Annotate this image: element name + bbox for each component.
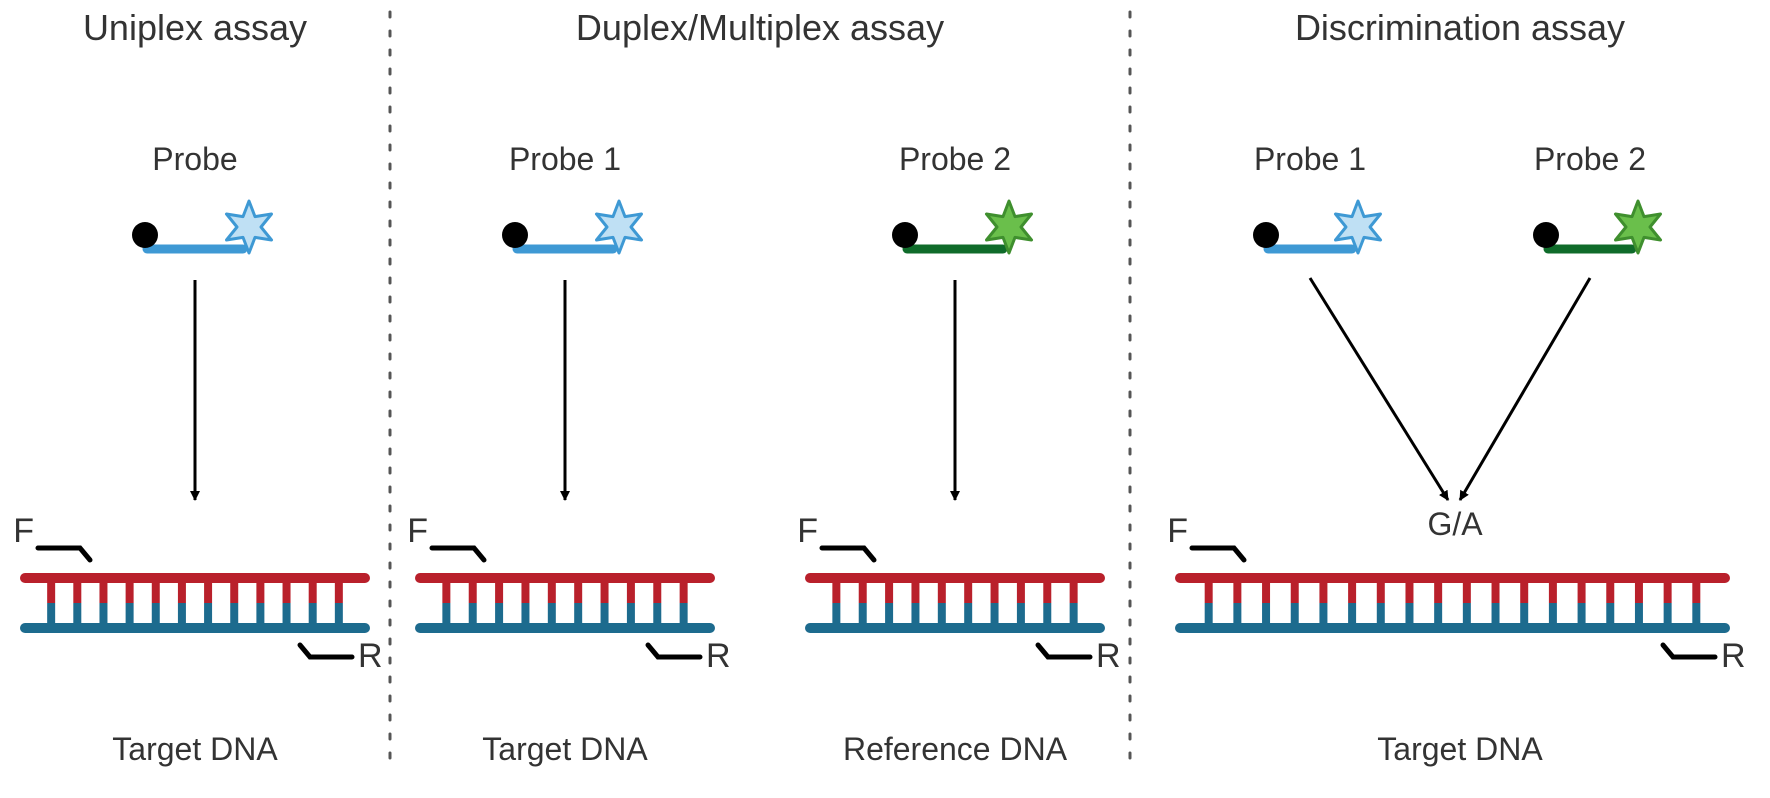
discrimination-primer-r: R	[1663, 637, 1746, 675]
duplex-probe1	[502, 201, 642, 253]
primer-label: F	[1167, 512, 1188, 550]
uniplex-primer-f: F	[13, 512, 90, 560]
duplex-probe1-label: Probe 1	[509, 141, 621, 177]
duplex-primer-f1: F	[407, 512, 484, 560]
primer-label: F	[407, 512, 428, 550]
uniplex-caption: Target DNA	[112, 731, 278, 767]
duplex-primer-f2: F	[797, 512, 874, 560]
diagram-stage: Uniplex assay Probe F R Target DNA Duplex/Mul…	[0, 0, 1770, 798]
discrimination-probe1	[1253, 201, 1381, 253]
discrimination-probe1-label: Probe 1	[1254, 141, 1366, 177]
uniplex-probe-label: Probe	[152, 141, 237, 177]
discrimination-arrow1	[1310, 278, 1448, 500]
discrimination-arrow2	[1460, 278, 1590, 500]
discrimination-title: Discrimination assay	[1295, 7, 1625, 48]
duplex-caption2: Reference DNA	[843, 731, 1068, 767]
duplex-title: Duplex/Multiplex assay	[576, 7, 944, 48]
primer-label: R	[358, 637, 383, 675]
uniplex-probe	[132, 201, 272, 253]
primer-label: F	[13, 512, 34, 550]
uniplex-dna	[25, 578, 365, 628]
discrimination-probe2	[1533, 201, 1661, 253]
diagram-svg: Uniplex assay Probe F R Target DNA Duplex/Mul…	[0, 0, 1770, 798]
duplex-primer-r1: R	[648, 637, 731, 675]
duplex-caption1: Target DNA	[482, 731, 648, 767]
primer-label: R	[706, 637, 731, 675]
duplex-dna2	[810, 578, 1100, 628]
discrimination-probe2-label: Probe 2	[1534, 141, 1646, 177]
discrimination-primer-f: F	[1167, 512, 1244, 560]
discrimination-ga-label: G/A	[1427, 506, 1483, 542]
duplex-probe2	[892, 201, 1032, 253]
primer-label: F	[797, 512, 818, 550]
duplex-probe2-label: Probe 2	[899, 141, 1011, 177]
duplex-dna1	[420, 578, 710, 628]
duplex-primer-r2: R	[1038, 637, 1121, 675]
uniplex-title: Uniplex assay	[83, 7, 307, 48]
primer-label: R	[1096, 637, 1121, 675]
primer-label: R	[1721, 637, 1746, 675]
discrimination-dna	[1180, 578, 1725, 628]
uniplex-primer-r: R	[300, 637, 383, 675]
discrimination-caption: Target DNA	[1377, 731, 1543, 767]
